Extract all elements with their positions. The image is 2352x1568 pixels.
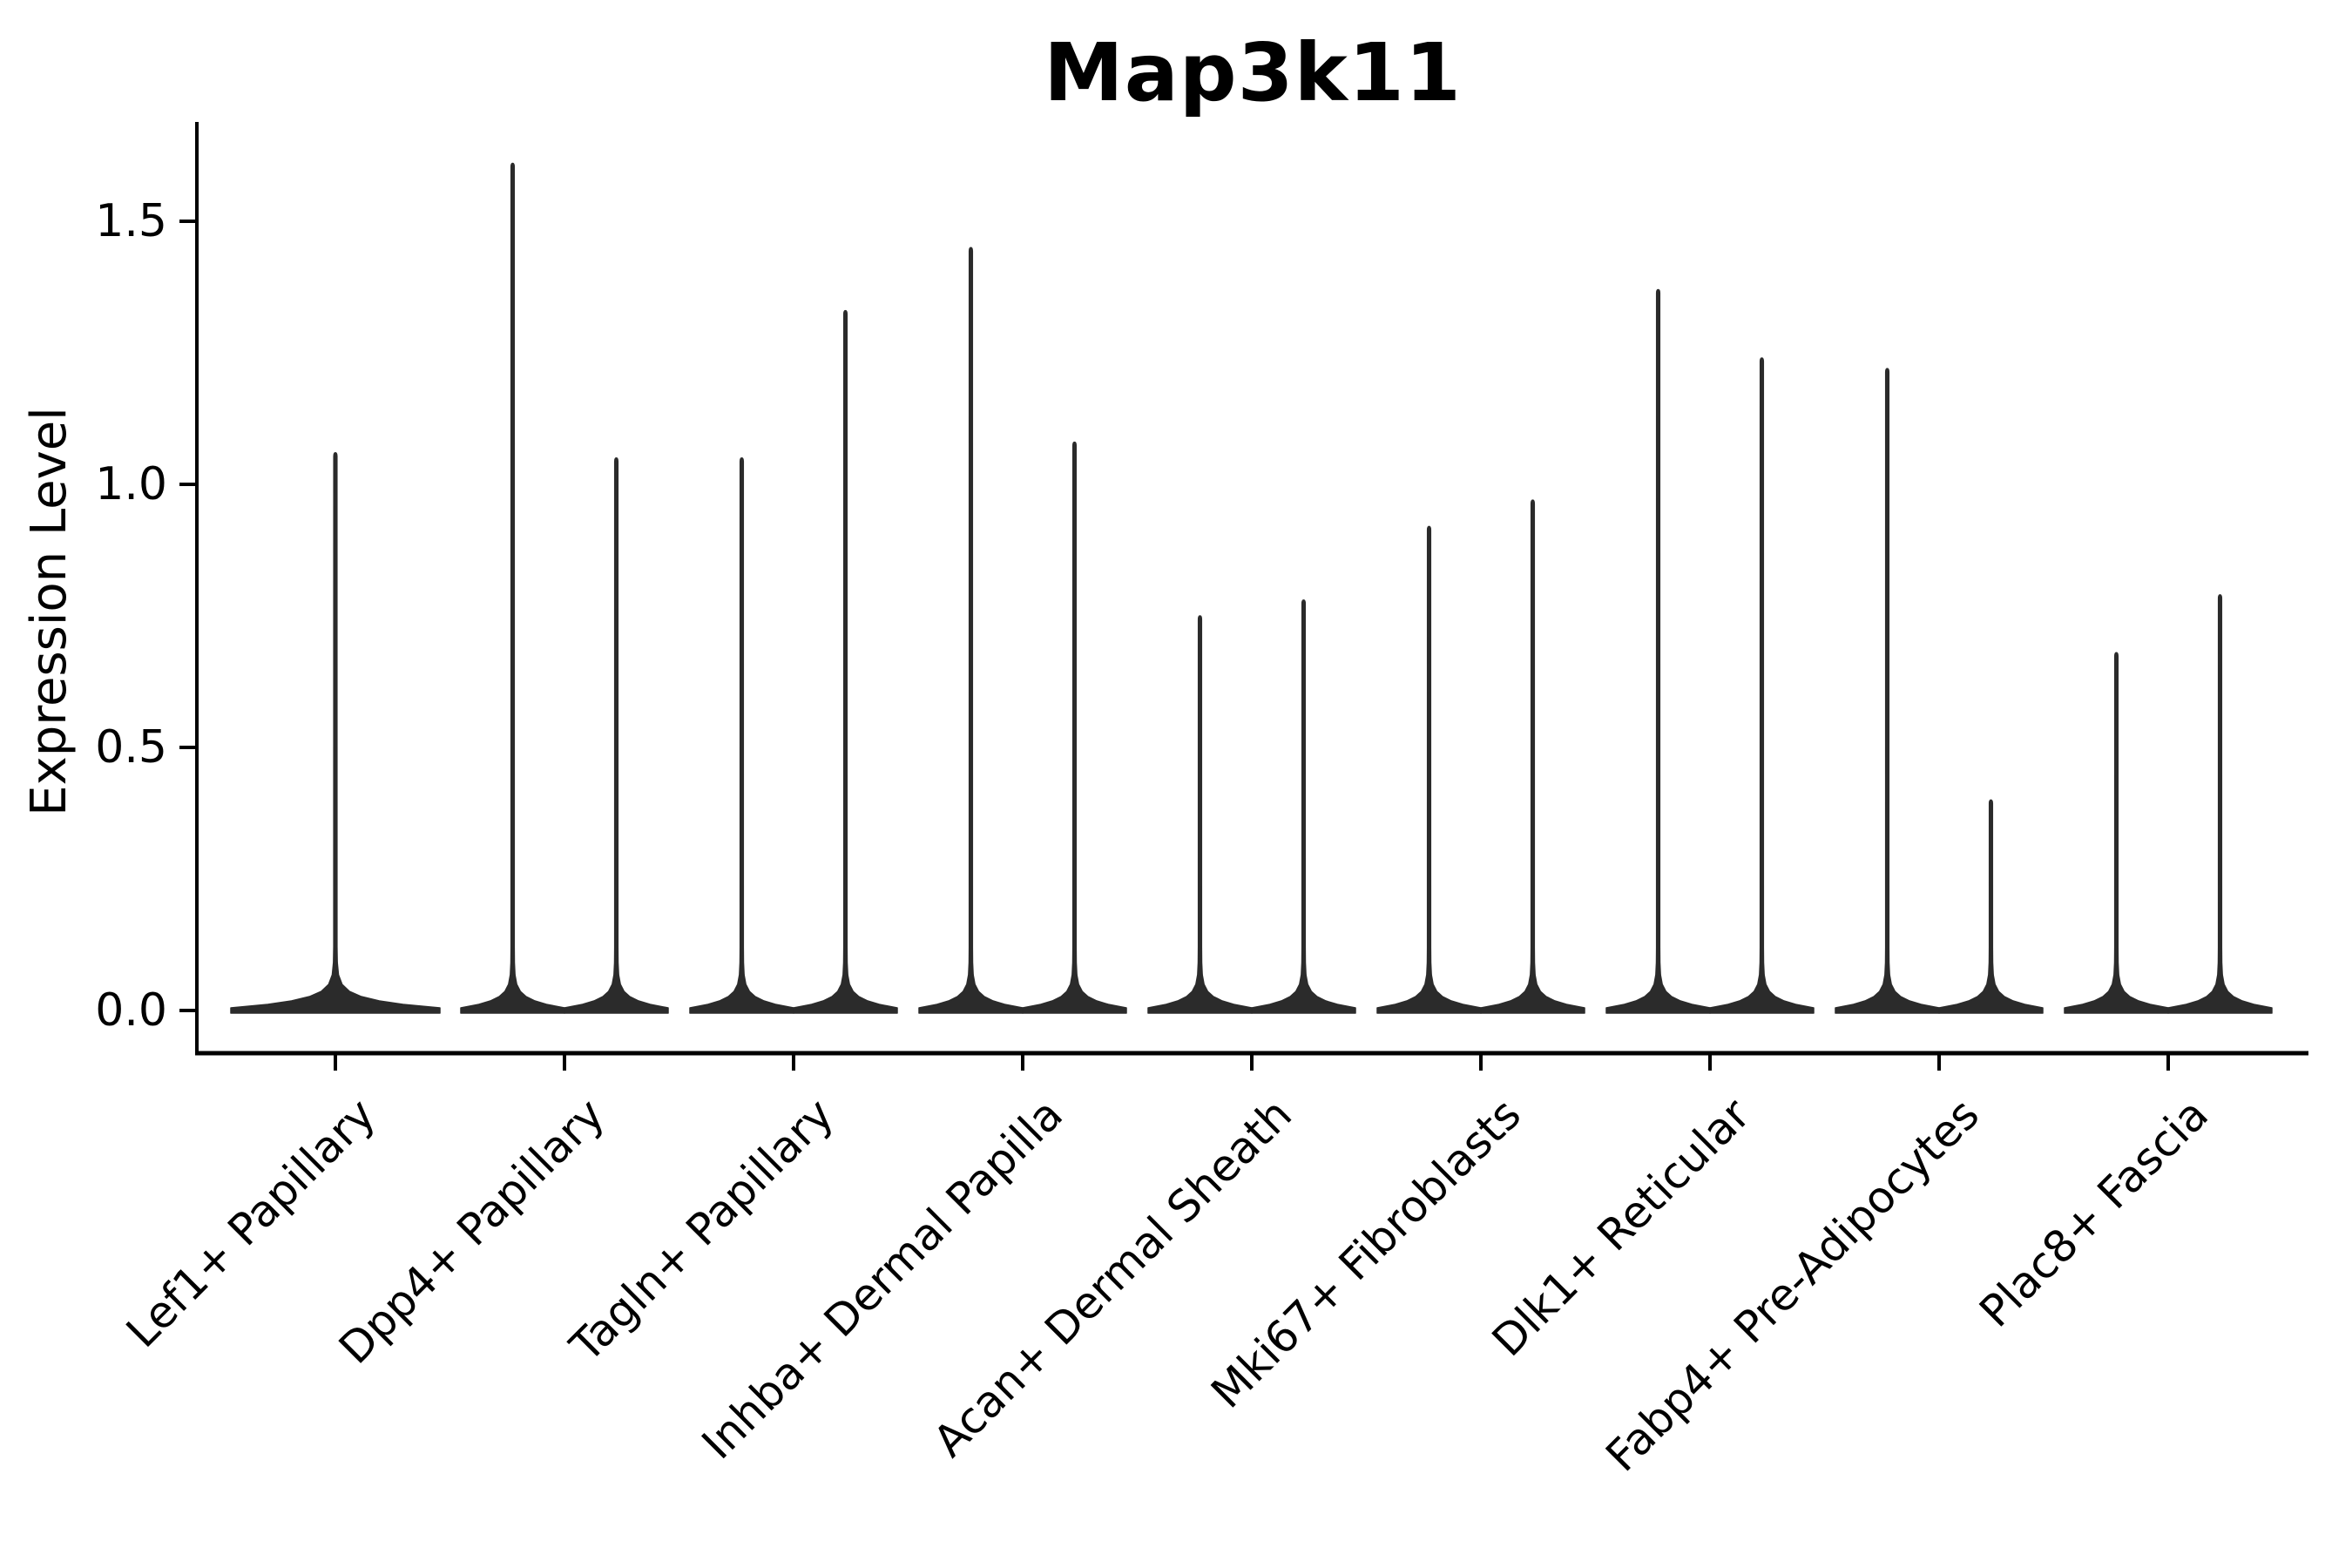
violin	[1251, 599, 1356, 1014]
violin	[564, 457, 669, 1014]
y-tick-label: 1.5	[95, 195, 167, 247]
violin	[1022, 441, 1127, 1014]
violin	[1480, 499, 1585, 1014]
y-tick-label: 1.0	[95, 458, 167, 510]
violin	[1147, 615, 1253, 1014]
violin	[2064, 652, 2169, 1014]
violin	[689, 457, 794, 1014]
violin	[1938, 799, 2044, 1014]
y-tick-label: 0.0	[95, 984, 167, 1037]
violin	[793, 309, 898, 1014]
violin	[230, 452, 441, 1014]
y-tick-label: 0.5	[95, 721, 167, 774]
violin	[1605, 288, 1711, 1014]
violin	[1709, 357, 1815, 1014]
violin	[918, 247, 1024, 1014]
violin	[460, 162, 565, 1014]
violin	[2167, 594, 2273, 1014]
violin	[1376, 525, 1482, 1014]
chart-title: Map3k11	[1044, 26, 1462, 119]
y-axis-label: Expression Level	[21, 407, 78, 816]
violin	[1835, 368, 1940, 1014]
